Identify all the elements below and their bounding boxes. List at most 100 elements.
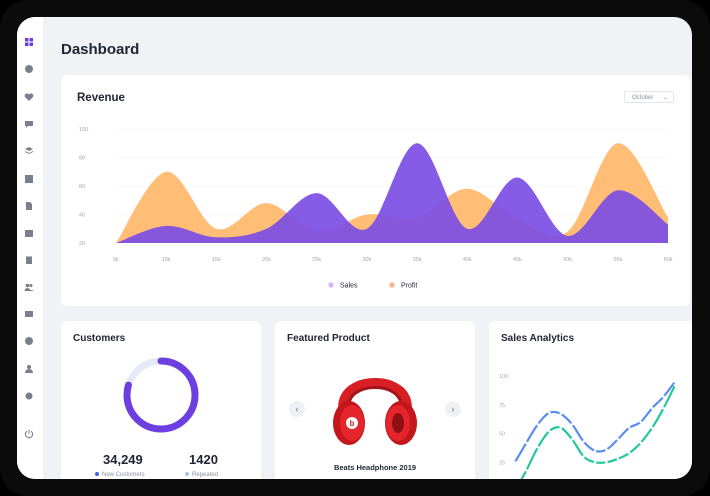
line-point (673, 380, 677, 384)
power-icon[interactable] (22, 427, 36, 441)
customers-donut (123, 357, 199, 433)
line-point (639, 420, 643, 424)
line-point (673, 383, 677, 387)
line-point (513, 460, 517, 464)
line-point (582, 455, 585, 458)
x-tick-label: 45k (513, 257, 522, 263)
globe-icon[interactable] (22, 62, 36, 76)
heart-icon[interactable] (22, 90, 36, 104)
layers-icon[interactable] (22, 144, 36, 158)
area-profit (116, 143, 668, 243)
card-icon[interactable] (22, 307, 36, 321)
line-point (536, 446, 540, 449)
line-series-2 (520, 384, 676, 479)
line-point (616, 457, 620, 461)
y-tick-label: 100 (79, 127, 88, 133)
clipboard-icon[interactable] (22, 253, 36, 267)
legend-label-profit: Profit (401, 283, 417, 290)
line-point (605, 460, 608, 464)
line-point (627, 451, 631, 455)
sales-analytics-card: 0255075100 Sales Analytics (489, 321, 692, 479)
x-tick-label: 20k (262, 257, 271, 263)
revenue-card: 20 40 60 80 100 5k 10k 15k 20k 25k 30k 35k 40k 45k 50k… (61, 75, 690, 306)
repeated-customers-count: 1420 (189, 452, 218, 467)
y-tick-label: 20 (79, 241, 85, 247)
settings-icon[interactable] (22, 389, 36, 403)
area-sales (116, 143, 668, 243)
line-point (605, 448, 608, 451)
y-tick-label: 100 (499, 374, 508, 380)
line-point (547, 411, 551, 415)
line-point (662, 395, 665, 398)
new-customers-count: 34,249 (103, 452, 143, 467)
grid-icon[interactable] (22, 35, 36, 49)
legend-label-sales: Sales (340, 283, 358, 290)
line-point (593, 449, 597, 453)
users-icon[interactable] (22, 280, 36, 294)
new-customers-legend: New Customers (95, 472, 145, 478)
line-point (582, 440, 585, 443)
customers-card: Customers 34,249 1420 New Customers Repe… (61, 321, 261, 479)
line-point (662, 406, 665, 410)
chevron-down-icon: ⌄ (662, 95, 668, 101)
line-point (593, 460, 597, 464)
sales-analytics-title: Sales Analytics (501, 333, 575, 344)
y-tick-label: 80 (79, 156, 85, 162)
line-point (559, 412, 563, 416)
x-tick-label: 10k (162, 257, 171, 263)
line-point (536, 423, 540, 426)
document-icon[interactable] (22, 199, 36, 213)
headphone-image: b (333, 378, 417, 445)
line-point (559, 426, 563, 430)
user-icon[interactable] (22, 362, 36, 376)
calendar-icon[interactable] (22, 226, 36, 240)
page-title: Dashboard (61, 41, 140, 58)
x-tick-label: 40k (463, 257, 472, 263)
x-tick-label: 35k (413, 257, 422, 263)
repeated-customers-legend: Repeated (185, 472, 218, 478)
x-tick-label: 55k (613, 257, 622, 263)
y-tick-label: 60 (79, 184, 85, 190)
repeated-customers-label: Repeated (192, 472, 219, 478)
revenue-chart: 20 40 60 80 100 5k 10k 15k 20k 25k 30k 35k 40k 45k 50k… (79, 127, 673, 290)
y-tick-label: 50 (499, 432, 505, 438)
layout-icon[interactable] (22, 172, 36, 186)
x-tick-label: 5k (113, 257, 119, 263)
customers-title: Customers (73, 333, 126, 344)
x-tick-label: 25k (312, 257, 321, 263)
new-customers-label: New Customers (102, 472, 145, 478)
line-point (525, 441, 528, 444)
y-tick-label: 25 (499, 460, 505, 466)
x-tick-label: 50k (563, 257, 572, 263)
x-tick-label: 60k (664, 257, 673, 263)
month-dropdown[interactable]: October ⌄ (624, 91, 674, 103)
sales-analytics-chart: 0255075100 (499, 374, 677, 479)
sidebar (17, 17, 43, 479)
line-point (627, 426, 631, 430)
screen: Dashboard 20 40 60 80 100 5k 10k 15k 20k 25k 30k 35… (17, 17, 692, 479)
line-point (650, 426, 654, 430)
pie-icon[interactable] (22, 334, 36, 348)
legend-dot-sales (328, 282, 334, 288)
prev-product-button[interactable]: ‹ (289, 401, 305, 417)
svg-text:b: b (350, 419, 355, 428)
repeated-customers-dot (185, 472, 189, 477)
legend-dot-profit (389, 282, 395, 288)
featured-product-title: Featured Product (287, 333, 370, 344)
new-customers-dot (95, 472, 99, 477)
line-point (639, 441, 643, 444)
x-tick-label: 30k (362, 257, 371, 263)
month-dropdown-value: October (632, 95, 654, 101)
line-point (616, 437, 620, 441)
y-tick-label: 75 (499, 403, 505, 409)
featured-product-card: Featured Product b ‹ › Beats Headphone 2… (275, 321, 475, 479)
x-tick-label: 15k (212, 257, 221, 263)
line-point (547, 429, 551, 433)
line-point (570, 423, 574, 426)
line-point (570, 437, 574, 441)
chat-icon[interactable] (22, 117, 36, 131)
line-point (650, 406, 654, 410)
next-product-button[interactable]: › (445, 401, 461, 417)
revenue-title: Revenue (77, 92, 125, 104)
